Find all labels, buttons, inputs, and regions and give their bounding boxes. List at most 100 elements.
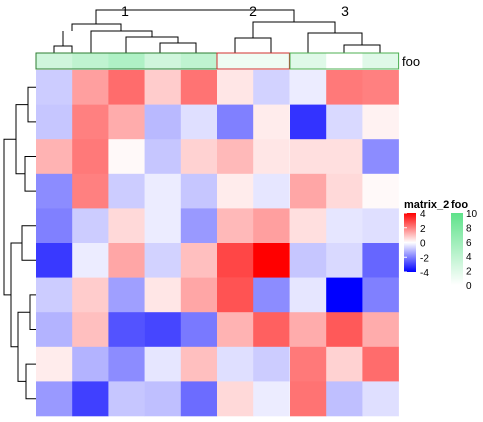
column-split-labels: 1 2 3 xyxy=(121,3,349,19)
heatmap-cell xyxy=(108,277,145,313)
heatmap-cell xyxy=(326,277,363,313)
heatmap-cell xyxy=(326,346,363,382)
heatmap-cell xyxy=(217,139,254,175)
heatmap-cell xyxy=(362,104,399,140)
heatmap-cell xyxy=(217,70,254,105)
annotation-legend-tick: 2 xyxy=(466,267,472,278)
heatmap-cell xyxy=(36,139,73,175)
heatmap-cell xyxy=(72,173,109,209)
heatmap-cell xyxy=(290,139,327,175)
heatmap-cell xyxy=(72,139,109,175)
heatmap-cell xyxy=(144,70,182,105)
heatmap-cell xyxy=(326,243,363,278)
heatmap-cell xyxy=(72,243,109,278)
heatmap-cell xyxy=(217,208,254,244)
heatmap-cell xyxy=(253,381,290,417)
heatmap-cell xyxy=(253,173,290,209)
heatmap-cell xyxy=(144,104,182,140)
heatmap-cell xyxy=(217,277,254,313)
annotation-group-border xyxy=(289,52,400,70)
heatmap-cell xyxy=(326,312,363,348)
heatmap-cell xyxy=(108,70,145,105)
annotation-legend-tick: 8 xyxy=(466,223,472,234)
matrix-legend-tick: -2 xyxy=(420,253,429,264)
heatmap-body xyxy=(36,70,399,417)
dendrogram-branch xyxy=(29,294,36,330)
heatmap-cell xyxy=(290,381,327,417)
heatmap-cell xyxy=(290,312,327,348)
heatmap-cell xyxy=(326,104,363,140)
dendrogram-branch xyxy=(234,37,272,53)
row-dendrogram xyxy=(3,86,36,400)
heatmap-cell xyxy=(108,243,145,278)
annotation-cell xyxy=(36,53,73,69)
heatmap-cell xyxy=(72,381,109,417)
annotation-legend-tick: 4 xyxy=(466,252,472,263)
heatmap-cell xyxy=(290,346,327,382)
heatmap-cell xyxy=(36,381,73,417)
dendrogram-branch xyxy=(17,311,30,382)
heatmap-cell xyxy=(253,70,290,105)
annotation-cell xyxy=(108,53,145,69)
heatmap-cell xyxy=(72,208,109,244)
heatmap-cell xyxy=(180,139,218,175)
annotation-legend-tick: 0 xyxy=(466,281,472,292)
heatmap-cell xyxy=(290,173,327,209)
heatmap-cell xyxy=(72,312,109,348)
dendrogram-branch xyxy=(307,32,363,53)
dendrogram-branch xyxy=(10,242,22,348)
heatmap-cell xyxy=(290,208,327,244)
heatmap-cell xyxy=(36,277,73,313)
annotation-cell xyxy=(362,53,399,69)
heatmap-cell xyxy=(144,312,182,348)
heatmap-cell xyxy=(217,104,254,140)
annotation-cell xyxy=(253,53,290,69)
dendrogram-branch xyxy=(125,36,179,53)
annotation-legend-title: foo xyxy=(451,199,468,211)
heatmap-cell xyxy=(144,243,182,278)
heatmap-cell xyxy=(36,173,73,209)
heatmap-cell xyxy=(180,277,218,313)
annotation-cell xyxy=(72,53,109,69)
heatmap-cell xyxy=(290,243,327,278)
heatmap-cell xyxy=(253,139,290,175)
dendrogram-branch xyxy=(252,21,336,38)
heatmap-cell xyxy=(326,381,363,417)
annotation-group-border xyxy=(216,52,290,70)
annotation-legend-tick: 6 xyxy=(466,238,472,249)
dendrogram-branch xyxy=(24,156,36,192)
heatmap-cell xyxy=(362,243,399,278)
heatmap-cell xyxy=(253,277,290,313)
heatmap-cell xyxy=(326,70,363,105)
heatmap-cell xyxy=(108,346,145,382)
heatmap-cell xyxy=(326,139,363,175)
heatmap-cell xyxy=(144,277,182,313)
annotation-name: foo xyxy=(402,54,420,69)
heatmap-cell xyxy=(362,346,399,382)
heatmap-cell xyxy=(180,104,218,140)
heatmap-cell xyxy=(108,104,145,140)
heatmap-cell xyxy=(217,346,254,382)
heatmap-cell xyxy=(362,208,399,244)
heatmap-cell xyxy=(362,139,399,175)
heatmap-cell xyxy=(144,173,182,209)
heatmap-cell xyxy=(36,70,73,105)
heatmap-cell xyxy=(290,277,327,313)
heatmap-cell xyxy=(180,243,218,278)
dendrogram-branch xyxy=(21,225,36,261)
heatmap-cell xyxy=(217,173,254,209)
annotation-cell xyxy=(217,53,254,69)
heatmap-cell xyxy=(108,173,145,209)
heatmap-cell xyxy=(180,346,218,382)
heatmap-cell xyxy=(144,208,182,244)
heatmap-cell xyxy=(108,381,145,417)
annotation-cell xyxy=(144,53,182,69)
heatmap-cell xyxy=(180,312,218,348)
heatmap-cell xyxy=(217,243,254,278)
heatmap-cell xyxy=(144,381,182,417)
heatmap-cell xyxy=(217,381,254,417)
heatmap-cell xyxy=(72,277,109,313)
dendrogram-branch xyxy=(15,104,28,175)
dendrogram-branch xyxy=(343,44,381,53)
